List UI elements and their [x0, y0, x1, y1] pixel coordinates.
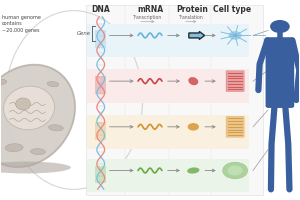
FancyBboxPatch shape [95, 122, 106, 140]
FancyBboxPatch shape [95, 30, 106, 48]
Ellipse shape [188, 77, 198, 85]
FancyBboxPatch shape [266, 38, 294, 108]
FancyBboxPatch shape [87, 24, 249, 57]
Ellipse shape [49, 125, 63, 131]
Text: DNA: DNA [92, 5, 110, 14]
Text: Translation: Translation [178, 15, 203, 20]
Ellipse shape [0, 65, 75, 167]
FancyBboxPatch shape [95, 166, 106, 183]
FancyBboxPatch shape [226, 116, 244, 137]
Text: mRNA: mRNA [137, 5, 163, 14]
FancyBboxPatch shape [87, 159, 249, 192]
Ellipse shape [0, 79, 7, 85]
Circle shape [223, 162, 247, 179]
Circle shape [270, 20, 290, 33]
FancyArrow shape [189, 31, 205, 39]
Text: Protein: Protein [176, 5, 208, 14]
Text: Gene: Gene [77, 31, 91, 36]
Ellipse shape [47, 82, 59, 87]
FancyBboxPatch shape [87, 69, 249, 103]
Ellipse shape [188, 123, 199, 131]
FancyBboxPatch shape [86, 5, 263, 195]
FancyBboxPatch shape [87, 115, 249, 149]
Circle shape [228, 166, 243, 175]
Ellipse shape [187, 167, 200, 174]
Ellipse shape [4, 86, 55, 130]
Ellipse shape [31, 149, 46, 155]
Ellipse shape [0, 162, 71, 173]
Ellipse shape [5, 144, 23, 152]
Circle shape [229, 31, 242, 40]
FancyBboxPatch shape [226, 71, 244, 92]
Text: Transcription: Transcription [132, 15, 162, 20]
FancyBboxPatch shape [95, 76, 106, 94]
Ellipse shape [16, 98, 31, 110]
Text: Cell type: Cell type [213, 5, 251, 14]
Text: human genome
contains
~20,000 genes: human genome contains ~20,000 genes [2, 15, 40, 33]
